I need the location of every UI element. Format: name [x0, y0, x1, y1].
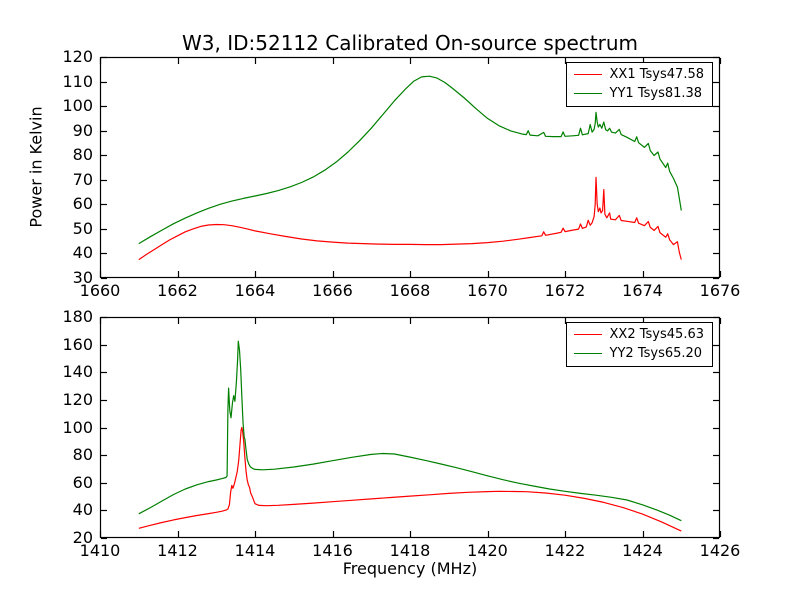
x-tick-label: 1674 — [622, 281, 663, 300]
x-tick-label: 1672 — [544, 281, 586, 300]
x-tick-label: 1426 — [699, 541, 741, 560]
subplot-2 — [99, 316, 722, 540]
y-tick-label: 140 — [62, 362, 93, 382]
legend-entry-xx2: XX2 Tsys45.63 — [573, 325, 704, 344]
x-tick-label: 1664 — [234, 281, 276, 300]
legend-label-xx1: XX1 Tsys47.58 — [609, 67, 704, 82]
series-line-yy1 — [138, 75, 682, 245]
y-tick-label: 50 — [72, 218, 93, 238]
x-tick-label: 1662 — [157, 281, 198, 300]
x-tick-label: 1676 — [699, 281, 741, 300]
xx2-line-swatch — [573, 334, 602, 335]
y-tick-label: 90 — [72, 120, 93, 140]
legend-entry-xx1: XX1 Tsys47.58 — [573, 65, 704, 84]
legend-top-plot: XX1 Tsys47.58 YY1 Tsys81.38 — [565, 62, 713, 107]
xx1-line-swatch — [573, 74, 602, 75]
x-tick-label: 1666 — [312, 281, 353, 300]
y-tick-label: 80 — [72, 445, 93, 465]
yy1-line-swatch — [573, 93, 602, 94]
x-tick-label: 1416 — [312, 541, 353, 560]
y-tick-label: 30 — [72, 268, 93, 287]
y-tick-label: 100 — [62, 96, 93, 116]
y-tick-label: 110 — [62, 71, 93, 91]
y-tick-label: 160 — [62, 334, 93, 354]
x-tick-label: 1660 — [79, 281, 121, 300]
x-tick-label: 1412 — [157, 541, 198, 560]
series-line-xx2 — [138, 426, 682, 532]
figure-title: W3, ID:52112 Calibrated On-source spectr… — [182, 31, 638, 55]
y-tick-label: 60 — [72, 472, 93, 492]
y-tick-label: 120 — [62, 389, 93, 409]
legend-label-yy2: YY2 Tsys65.20 — [609, 346, 703, 361]
plot-border — [99, 56, 721, 279]
y-tick-label: 70 — [72, 169, 93, 189]
y-tick-label: 60 — [72, 194, 93, 214]
y-tick-label: 40 — [72, 500, 93, 520]
x-tick-label: 1418 — [389, 541, 431, 560]
plot-border — [99, 316, 721, 539]
x-tick-label: 1670 — [467, 281, 508, 300]
legend-entry-yy1: YY1 Tsys81.38 — [573, 84, 704, 103]
y-tick-label: 20 — [72, 528, 93, 547]
legend-label-yy1: YY1 Tsys81.38 — [609, 86, 703, 101]
y-tick-label: 180 — [62, 307, 93, 326]
series-line-xx1 — [138, 176, 682, 261]
x-tick-label: 1422 — [544, 541, 586, 560]
y-tick-label: 120 — [62, 47, 93, 66]
x-tick-label: 1668 — [389, 281, 431, 300]
y-tick-label: 80 — [72, 145, 93, 165]
x-axis-label-bottom: Frequency (MHz) — [342, 559, 478, 578]
yy2-line-swatch — [573, 353, 602, 354]
y-tick-label: 100 — [62, 417, 93, 437]
series-line-yy2 — [138, 340, 682, 522]
y-axis-label-top: Power in Kelvin — [26, 106, 46, 228]
legend-bottom-plot: XX2 Tsys45.63 YY2 Tsys65.20 — [565, 322, 713, 367]
subplot-1 — [99, 56, 722, 280]
legend-entry-yy2: YY2 Tsys65.20 — [573, 344, 704, 363]
x-tick-label: 1420 — [467, 541, 508, 560]
legend-label-xx2: XX2 Tsys45.63 — [609, 327, 704, 342]
y-tick-label: 40 — [72, 243, 93, 263]
x-tick-label: 1410 — [79, 541, 121, 560]
x-tick-label: 1414 — [234, 541, 276, 560]
x-tick-label: 1424 — [622, 541, 663, 560]
